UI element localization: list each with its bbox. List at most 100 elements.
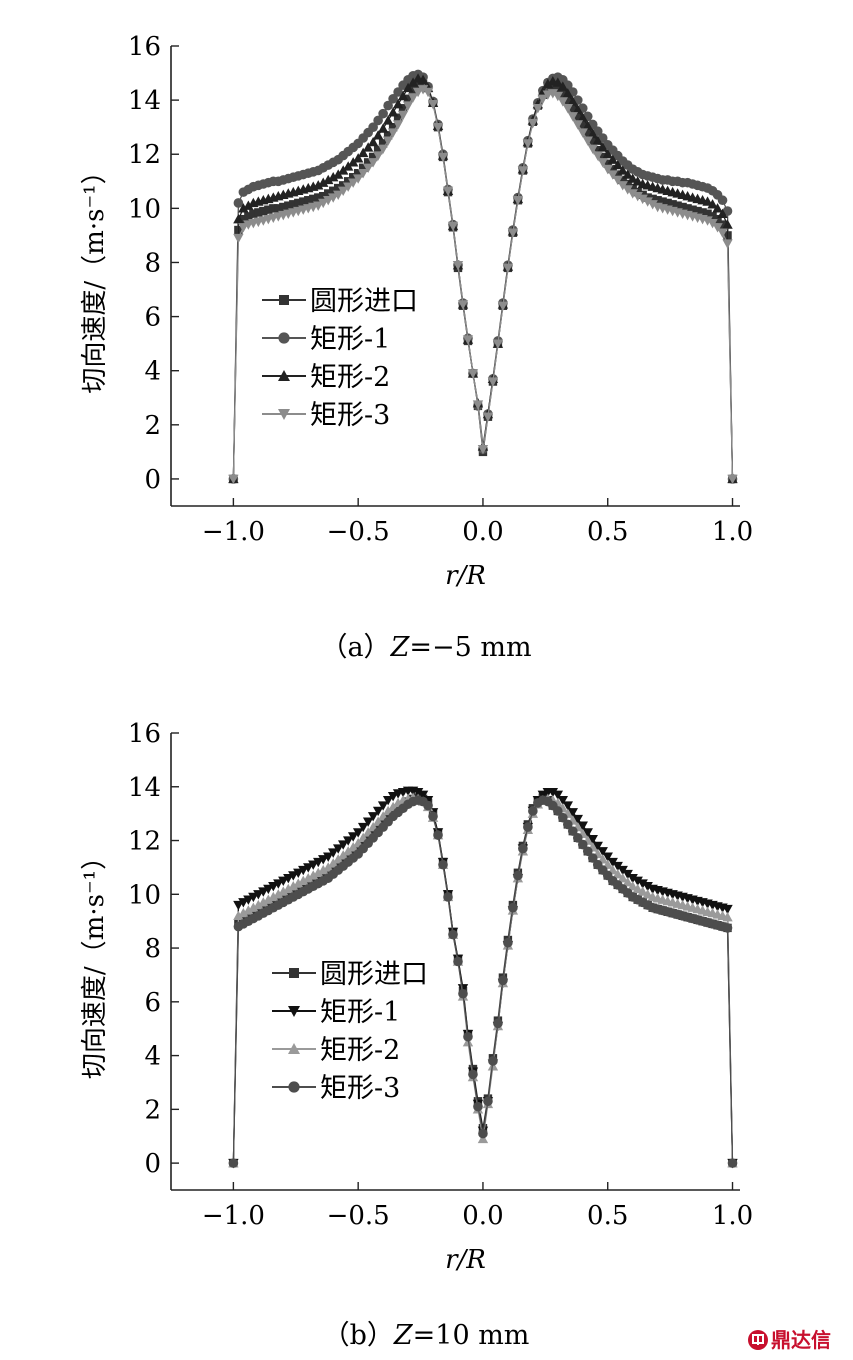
data-point	[289, 200, 298, 209]
data-point	[412, 787, 424, 798]
data-point	[607, 857, 618, 868]
data-point	[347, 832, 359, 842]
data-point	[294, 198, 303, 208]
legend-item: 矩形-3	[272, 1073, 400, 1104]
data-point	[493, 1018, 503, 1029]
data-point	[233, 198, 244, 208]
data-point	[298, 875, 309, 886]
data-point	[347, 178, 359, 188]
data-point	[472, 400, 484, 410]
panel-caption: （b）Z=10 mm	[323, 1320, 530, 1351]
data-point	[512, 196, 524, 206]
caption-prefix: （a）	[320, 632, 390, 663]
data-point	[288, 881, 299, 891]
data-point	[592, 841, 603, 852]
data-point	[328, 172, 339, 182]
data-point	[342, 161, 354, 171]
data-point	[562, 801, 574, 811]
data-point	[407, 93, 419, 103]
data-point	[552, 77, 564, 87]
data-point	[717, 228, 728, 238]
data-point	[502, 263, 514, 274]
data-point	[483, 1096, 493, 1107]
data-point	[408, 86, 418, 95]
legend-marker	[278, 332, 290, 344]
data-point	[587, 144, 598, 155]
data-point	[303, 872, 314, 883]
data-point	[268, 891, 279, 902]
data-point	[623, 179, 632, 189]
data-point	[617, 165, 628, 175]
data-point	[627, 189, 638, 199]
data-point	[542, 78, 554, 89]
data-point	[528, 806, 538, 816]
data-point	[577, 112, 588, 122]
data-point	[352, 153, 364, 163]
data-point	[388, 93, 398, 104]
data-point	[433, 830, 443, 840]
y-tick-label: 0	[144, 1149, 161, 1179]
data-point	[422, 87, 434, 98]
data-point	[337, 165, 349, 175]
x-tick-label: 0.0	[462, 1201, 503, 1231]
data-point	[362, 142, 374, 152]
data-point	[722, 911, 733, 922]
data-point	[233, 910, 244, 920]
data-point	[254, 208, 263, 217]
data-point	[273, 889, 284, 899]
data-point	[443, 892, 453, 902]
data-point	[518, 843, 528, 854]
data-point	[712, 203, 723, 213]
data-point	[357, 147, 369, 158]
data-point	[642, 882, 653, 892]
data-point	[233, 213, 244, 224]
y-tick-label: 8	[144, 934, 161, 964]
data-point	[372, 806, 384, 817]
data-point	[727, 1158, 738, 1168]
data-point	[588, 137, 597, 147]
data-point	[447, 221, 459, 232]
y-tick-label: 10	[128, 194, 161, 224]
data-point	[628, 183, 637, 193]
data-point	[337, 850, 349, 860]
data-point	[622, 869, 633, 880]
data-point	[387, 107, 399, 117]
data-point	[582, 828, 593, 838]
data-point	[602, 164, 613, 175]
data-point	[333, 190, 344, 201]
y-tick-label: 10	[128, 880, 161, 910]
data-point	[244, 212, 253, 221]
data-point	[648, 194, 657, 204]
x-tick-label: 1.0	[712, 517, 753, 547]
data-point	[278, 886, 289, 896]
legend-marker	[288, 1043, 300, 1054]
series-line	[232, 88, 734, 479]
data-point	[602, 852, 613, 862]
data-point	[362, 163, 374, 173]
data-point	[388, 122, 398, 132]
data-point	[702, 216, 713, 226]
data-point	[607, 154, 618, 164]
data-point	[264, 205, 273, 214]
data-point	[637, 879, 648, 889]
data-point	[478, 1128, 488, 1139]
logo-icon	[748, 1330, 768, 1350]
data-point	[343, 177, 353, 186]
data-point	[552, 790, 564, 801]
panel-caption: （a）Z=−5 mm	[320, 632, 531, 663]
data-point	[442, 186, 454, 196]
y-tick-label: 14	[128, 86, 161, 116]
data-point	[293, 878, 304, 888]
data-point	[572, 814, 583, 825]
data-point	[632, 191, 643, 202]
y-tick-label: 12	[128, 140, 161, 170]
data-point	[578, 121, 587, 131]
watermark-text: 鼎达信	[771, 1328, 831, 1352]
caption-variable: Z	[390, 632, 411, 663]
x-tick-label: −0.5	[327, 1201, 390, 1231]
data-point	[362, 817, 374, 827]
data-point	[617, 872, 628, 883]
data-point	[482, 412, 494, 422]
data-point	[492, 339, 504, 349]
